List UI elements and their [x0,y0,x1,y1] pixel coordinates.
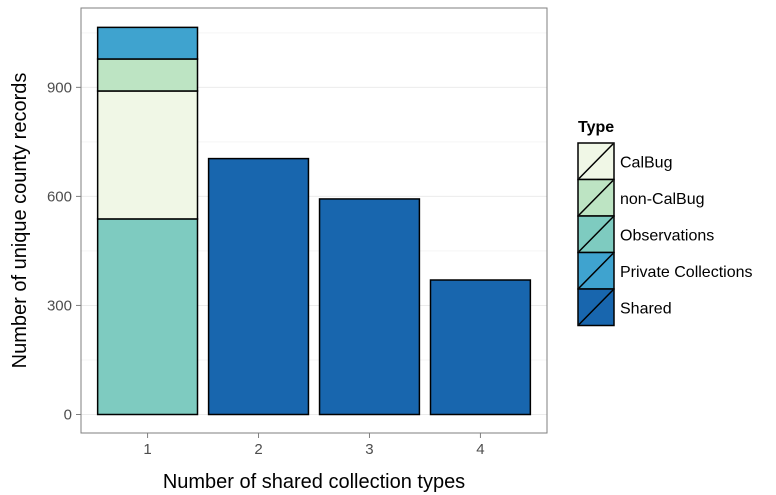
x-tick-label: 1 [143,441,151,458]
y-axis-title: Number of unique county records [9,73,31,369]
legend-label: Observations [620,227,714,244]
y-tick-label: 0 [64,407,72,424]
x-tick-label: 3 [365,441,373,458]
plot-panel-border [80,7,548,434]
y-tick-label: 900 [47,79,72,96]
x-axis: 1 2 3 4 [143,433,485,458]
bar-segment [96,218,199,416]
bar-segment [429,279,532,416]
bars [96,26,532,416]
x-tick-label: 4 [476,441,484,458]
legend-key-slash [578,216,614,253]
bar-segment [96,58,199,92]
bar-segment [318,198,421,416]
x-axis-title: Number of shared collection types [163,471,465,493]
bar-segment [96,90,199,220]
y-tick-label: 300 [47,297,72,314]
legend-key-slash [578,252,614,289]
legend: Type CalBug non-CalBug Observations Private… [577,119,753,327]
legend-key-slash [578,289,614,326]
y-axis: 0 300 600 900 [47,79,81,424]
legend-label: Private Collections [620,264,753,281]
legend-label: Shared [620,300,672,317]
legend-key-slash [578,143,614,180]
legend-label: CalBug [620,154,672,171]
bar-segment [207,157,310,416]
legend-title: Type [578,119,614,136]
legend-label: non-CalBug [620,191,705,208]
y-tick-label: 600 [47,188,72,205]
legend-key-slash [578,179,614,216]
x-tick-label: 2 [254,441,262,458]
bar-segment [96,26,199,60]
